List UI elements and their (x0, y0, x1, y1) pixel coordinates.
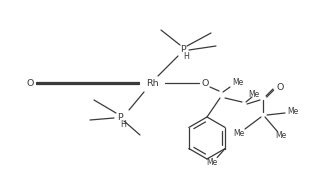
Text: H: H (183, 51, 189, 61)
Text: Rh: Rh (146, 79, 158, 88)
Text: O: O (276, 82, 284, 91)
Text: Me: Me (233, 130, 245, 139)
Text: P: P (180, 45, 186, 53)
Text: Me: Me (249, 90, 259, 99)
Text: Me: Me (207, 158, 218, 167)
Text: H: H (120, 119, 126, 128)
Text: Me: Me (287, 107, 299, 116)
Text: Me: Me (232, 77, 244, 87)
Text: O: O (201, 79, 209, 88)
Text: Me: Me (275, 131, 287, 140)
Text: O: O (26, 79, 34, 88)
Text: P: P (117, 113, 123, 122)
